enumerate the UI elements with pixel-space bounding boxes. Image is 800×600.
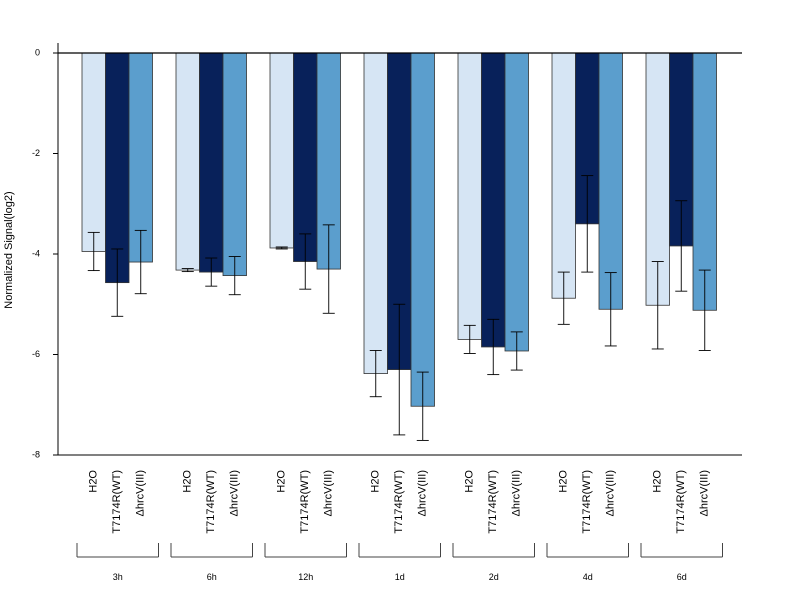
category-label: H2O [558, 470, 570, 493]
bar [457, 52, 482, 340]
category-label: ΔhrcV(III) [135, 470, 147, 516]
bar [410, 52, 435, 407]
category-label: H2O [88, 470, 100, 493]
category-label: H2O [652, 470, 664, 493]
category-label: T7174R(WT) [675, 470, 687, 534]
category-label: T7174R(WT) [581, 470, 593, 534]
y-axis-label: Normalized Signal(log2) [3, 191, 15, 308]
category-label: T7174R(WT) [299, 470, 311, 534]
y-tick-label: -8 [32, 449, 40, 459]
category-label: ΔhrcV(III) [699, 470, 711, 516]
bar [481, 52, 506, 348]
group-label: 12h [298, 572, 313, 582]
y-tick-label: -2 [32, 148, 40, 158]
category-label: ΔhrcV(III) [229, 470, 241, 516]
bar [81, 52, 106, 252]
bar [175, 52, 200, 271]
bar [222, 52, 247, 277]
group-label: 6h [207, 572, 217, 582]
y-tick-label: -6 [32, 349, 40, 359]
category-label: ΔhrcV(III) [323, 470, 335, 516]
bar [105, 52, 130, 284]
category-label: H2O [182, 470, 194, 493]
category-label: ΔhrcV(III) [511, 470, 523, 516]
bar [293, 52, 318, 262]
group-label: 6d [677, 572, 687, 582]
bar [269, 52, 294, 249]
category-label: T7174R(WT) [487, 470, 499, 534]
category-label: T7174R(WT) [111, 470, 123, 534]
y-tick-label: 0 [35, 47, 40, 57]
y-tick-label: -4 [32, 248, 40, 258]
category-label: H2O [276, 470, 288, 493]
category-label: T7174R(WT) [205, 470, 217, 534]
category-label: ΔhrcV(III) [417, 470, 429, 516]
category-label: ΔhrcV(III) [605, 470, 617, 516]
bar [363, 52, 388, 374]
category-label: H2O [370, 470, 382, 493]
category-label: H2O [464, 470, 476, 493]
bar [598, 52, 623, 310]
category-label: T7174R(WT) [393, 470, 405, 534]
group-label: 2d [489, 572, 499, 582]
bar [504, 52, 529, 352]
group-label: 3h [113, 572, 123, 582]
group-label: 1d [395, 572, 405, 582]
group-label: 4d [583, 572, 593, 582]
bar [199, 52, 224, 273]
bar [551, 52, 576, 299]
